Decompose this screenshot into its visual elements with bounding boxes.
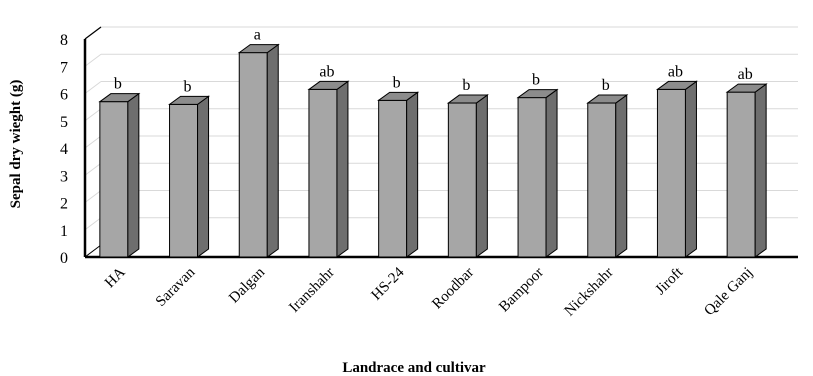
bar [98, 92, 141, 258]
gridline-side [84, 81, 102, 94]
bar-front [587, 102, 617, 258]
bar-side [615, 94, 628, 258]
x-tick-label: Saravan [153, 264, 199, 310]
bar-side [684, 80, 697, 258]
bar-side [266, 43, 279, 258]
bar-top [655, 80, 698, 90]
data-label: b [602, 77, 610, 94]
gridline-side [84, 135, 102, 149]
gridline-side [84, 217, 102, 231]
bar [237, 43, 280, 258]
bar-front [378, 99, 408, 258]
data-labels: b b a ab b b b b ab ab [114, 27, 753, 96]
x-tick-label: Nickshahr [562, 265, 617, 320]
y-tick-label: 7 [60, 59, 68, 76]
x-tick-labels: HA Saravan Dalgan Iranshahr HS-24 Roodbar Bamp… [102, 264, 756, 319]
bars [98, 43, 768, 258]
bar-side [197, 95, 210, 258]
gridline-side [84, 162, 102, 176]
data-label: ab [668, 63, 683, 80]
bar [307, 80, 350, 258]
data-label: b [184, 78, 192, 95]
bar-front [238, 52, 268, 258]
x-tick-label: Jiroft [653, 264, 687, 298]
bar-side [127, 92, 140, 258]
y-tick-label: 0 [60, 250, 68, 267]
y-tick-label: 6 [60, 87, 68, 104]
y-tick-label: 3 [60, 168, 68, 185]
bar-top [237, 44, 280, 54]
bar-front [99, 101, 129, 258]
data-label: a [254, 27, 261, 44]
x-tick-label: HA [102, 264, 129, 291]
bar-top [725, 83, 768, 93]
y-tick-label: 2 [60, 196, 68, 213]
floor-left-edge [84, 244, 102, 258]
x-tick-label: Iranshahr [286, 265, 337, 316]
bar-top [168, 95, 211, 105]
bar [377, 91, 420, 258]
bar-top [516, 89, 559, 99]
y-tick-labels: 0 1 2 3 4 5 6 7 8 [60, 32, 68, 267]
data-label: ab [319, 63, 334, 80]
bar-side [475, 94, 488, 258]
bar-top [98, 93, 141, 103]
bar-top [307, 80, 350, 90]
bar [655, 80, 698, 258]
gridline-side [84, 190, 102, 203]
data-label: b [393, 74, 401, 91]
y-tick-label: 5 [60, 114, 68, 131]
data-label: b [462, 77, 470, 94]
data-label: b [532, 72, 540, 89]
y-tick-label: 4 [60, 141, 68, 158]
x-tick-label: Qale Ganj [701, 265, 756, 320]
y-axis-title: Sepal dry wieght (g) [8, 80, 24, 209]
x-tick-label: Bampoor [496, 265, 547, 316]
gridline-side [84, 108, 102, 122]
x-tick-label: HS-24 [368, 264, 407, 303]
bar [586, 94, 629, 258]
bar-top [446, 94, 489, 104]
bar-side [406, 91, 419, 258]
bar-front [447, 102, 477, 258]
gridline-side [84, 53, 102, 67]
bar-top [586, 94, 629, 104]
x-axis-title: Landrace and cultivar [342, 360, 486, 376]
y-tick-label: 1 [60, 223, 68, 240]
data-label: b [114, 76, 122, 93]
bar [725, 83, 768, 258]
bar-top [377, 91, 420, 101]
bar-side [754, 83, 767, 258]
bar-side [545, 88, 558, 258]
y-tick-label: 8 [60, 32, 68, 49]
bar [446, 94, 489, 258]
bar-front [517, 97, 547, 258]
bar-side [336, 80, 349, 258]
data-label: ab [738, 66, 753, 83]
x-tick-label: Dalgan [226, 264, 268, 306]
y-axis-top-edge [84, 26, 102, 40]
x-tick-label: Roodbar [429, 265, 477, 313]
bar-front [308, 88, 338, 258]
bar-front [726, 91, 756, 258]
bar-front [169, 103, 199, 258]
bar [516, 88, 559, 258]
bar [168, 95, 211, 258]
bar-front [656, 88, 686, 258]
